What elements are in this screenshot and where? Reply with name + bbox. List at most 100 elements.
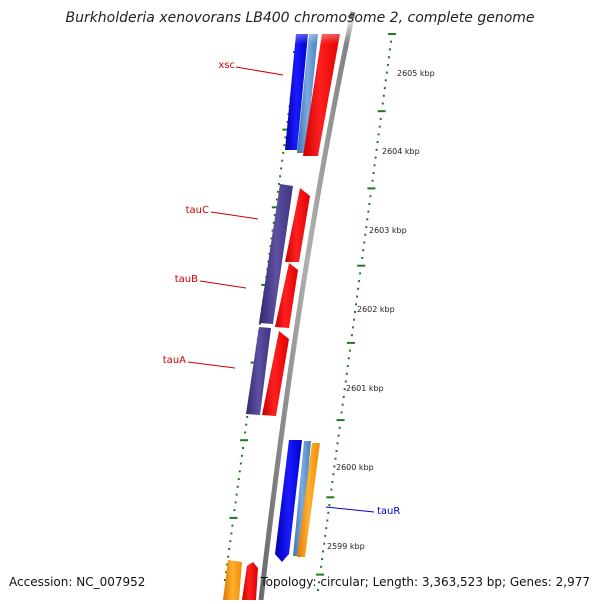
- minor-tick: [387, 56, 390, 59]
- fade-overlay: [280, 18, 360, 44]
- minor-tick: [361, 256, 364, 259]
- minor-tick: [280, 167, 283, 170]
- minor-tick: [340, 411, 343, 414]
- minor-tick: [225, 571, 228, 574]
- major-tick: [229, 516, 238, 519]
- minor-tick: [384, 79, 387, 82]
- minor-tick: [345, 372, 348, 375]
- minor-tick: [379, 117, 382, 120]
- major-tick: [282, 128, 291, 131]
- minor-tick: [270, 237, 273, 240]
- minor-tick: [278, 183, 280, 185]
- major-tick: [367, 187, 376, 190]
- scale-label-2599: 2599 kbp: [327, 542, 365, 551]
- minor-tick: [269, 245, 272, 248]
- minor-tick: [348, 349, 351, 352]
- minor-tick: [362, 249, 365, 252]
- minor-tick: [226, 563, 229, 566]
- minor-tick: [224, 579, 226, 581]
- minor-tick: [284, 136, 287, 139]
- minor-tick: [371, 179, 374, 182]
- minor-tick: [335, 450, 338, 452]
- scale-label-2600: 2600 kbp: [336, 463, 374, 472]
- gene-label-tauA: tauA: [163, 355, 186, 366]
- minor-tick: [245, 423, 248, 426]
- minor-tick: [368, 202, 371, 205]
- minor-tick: [227, 555, 230, 558]
- topology-label: Topology: circular; Length: 3,363,523 bp…: [260, 575, 590, 589]
- minor-tick: [282, 151, 285, 154]
- minor-tick: [240, 454, 243, 457]
- minor-tick: [328, 504, 331, 507]
- gene-reverse-blue: [285, 34, 308, 150]
- major-tick: [357, 264, 366, 267]
- minor-tick: [373, 164, 376, 167]
- minor-tick: [275, 198, 278, 201]
- minor-tick: [246, 415, 249, 418]
- minor-tick: [279, 175, 282, 178]
- minor-tick: [369, 195, 372, 198]
- minor-tick: [326, 519, 329, 522]
- minor-tick: [366, 218, 369, 221]
- minor-tick: [286, 120, 289, 123]
- minor-tick: [244, 431, 247, 434]
- minor-tick: [242, 447, 244, 449]
- minor-tick: [323, 542, 326, 545]
- backbone-line: [258, 11, 356, 601]
- minor-tick: [231, 524, 234, 527]
- gene-reverse-steel: [297, 34, 318, 153]
- minor-tick: [238, 470, 241, 473]
- minor-tick: [321, 558, 324, 561]
- gene-label-tauB: tauB: [175, 274, 198, 285]
- gene-forward-red-4: [262, 331, 289, 416]
- gene-tauA: [246, 327, 271, 415]
- label-line-xsc: [235, 66, 284, 76]
- minor-tick: [344, 380, 347, 383]
- minor-tick: [338, 426, 341, 429]
- major-tick: [271, 206, 280, 209]
- map-title: Burkholderia xenovorans LB400 chromosome…: [65, 10, 535, 26]
- minor-tick: [346, 365, 349, 368]
- minor-tick: [272, 221, 275, 224]
- gene-forward-red: [303, 34, 340, 156]
- minor-tick: [336, 442, 339, 445]
- minor-tick: [381, 102, 384, 105]
- minor-tick: [353, 318, 355, 321]
- scale-label-2605: 2605 kbp: [397, 69, 435, 78]
- minor-tick: [230, 532, 233, 535]
- minor-tick: [388, 48, 391, 51]
- label-line-tauC: [210, 211, 259, 220]
- minor-tick: [324, 534, 327, 537]
- gene-reverse-steel-2: [293, 441, 311, 556]
- label-line-tauB: [199, 280, 247, 289]
- minor-tick: [342, 395, 345, 398]
- minor-tick: [320, 565, 323, 568]
- minor-tick: [378, 125, 381, 128]
- minor-tick: [386, 63, 389, 66]
- minor-tick: [363, 241, 366, 244]
- major-tick: [336, 419, 345, 422]
- minor-tick: [375, 148, 378, 151]
- minor-tick: [383, 87, 386, 90]
- major-tick: [240, 439, 249, 442]
- gene-reverse-blue-2: [275, 440, 302, 562]
- minor-tick: [376, 141, 379, 144]
- minor-tick: [385, 71, 388, 74]
- minor-tick: [337, 434, 340, 437]
- gene-label-tauR: tauR: [377, 506, 400, 517]
- scale-label-2602: 2602 kbp: [357, 305, 395, 314]
- gene-forward-red-5: [242, 562, 258, 600]
- minor-tick: [237, 478, 240, 481]
- minor-tick: [359, 272, 362, 275]
- minor-tick: [281, 159, 284, 162]
- gene-label-xsc: xsc: [218, 60, 235, 71]
- gene-orange: [297, 443, 320, 557]
- major-tick: [377, 110, 386, 113]
- minor-tick: [330, 488, 333, 491]
- minor-tick: [258, 322, 261, 325]
- minor-tick: [276, 190, 279, 193]
- minor-tick: [351, 326, 354, 329]
- label-line-tauA: [187, 361, 236, 369]
- minor-tick: [358, 280, 361, 283]
- minor-tick: [317, 589, 319, 591]
